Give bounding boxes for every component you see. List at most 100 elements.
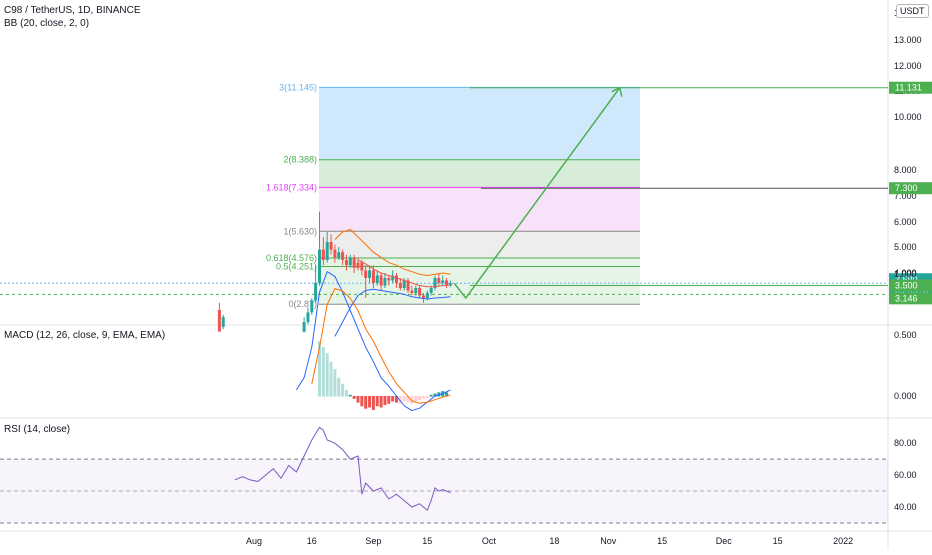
macd-histogram-bar [425, 396, 429, 398]
fib-zone [319, 231, 640, 259]
fib-level-label: 0.618(4.576) [266, 253, 317, 263]
macd-histogram-bar [348, 394, 352, 397]
macd-legend[interactable]: MACD (12, 26, close, 9, EMA, EMA) [4, 330, 166, 341]
fib-level-label: 2(8.388) [283, 155, 317, 165]
candle-body [448, 283, 452, 286]
fib-zone [319, 187, 640, 232]
macd-axis-tick: 0.500 [894, 330, 917, 340]
fib-level-label: 0(2.87) [288, 299, 317, 309]
signal-line [311, 287, 451, 404]
macd-histogram-bar [329, 361, 333, 397]
fib-level-label: 1(5.630) [283, 226, 317, 236]
macd-histogram-bar [383, 396, 387, 406]
macd-histogram-bar [402, 396, 406, 402]
candle-body [368, 270, 372, 278]
candle-body [314, 283, 318, 301]
arrow-head [611, 86, 623, 97]
price-tag [889, 292, 932, 305]
candle-body [441, 280, 445, 283]
candle-body [433, 278, 437, 288]
macd-axis-tick: 0.000 [894, 391, 917, 401]
rsi-line [234, 426, 451, 512]
time-axis-tick: 15 [657, 536, 667, 546]
price-tag-label: 3.500 [895, 281, 918, 291]
macd-histogram-bar [368, 396, 372, 408]
fib-level-label: 3(11.145) [279, 82, 317, 92]
candle-body [337, 252, 341, 258]
time-axis-tick: Dec [716, 536, 733, 546]
candle-body [329, 242, 333, 250]
candle-body [429, 288, 433, 293]
macd-histogram-bar [395, 396, 398, 403]
price-axis-tick: 7.000 [894, 191, 917, 201]
price-axis-tick: 8.000 [894, 165, 917, 175]
time-axis-tick: 18 [549, 536, 559, 546]
candle-body [402, 280, 406, 288]
macd-histogram-bar [418, 396, 422, 401]
bollinger-bands-legend[interactable]: BB (20, close, 2, 0) [4, 18, 90, 29]
candle-body [383, 278, 387, 286]
macd-histogram-bar [360, 396, 364, 407]
fib-level-label: 1.618(7.334) [266, 182, 317, 192]
candle-body [333, 249, 337, 258]
macd-histogram-bar [371, 396, 375, 410]
price-tag-label: 3.590 [895, 274, 918, 284]
candle-body [391, 275, 395, 281]
candle-body [348, 257, 352, 266]
currency-badge[interactable]: USDT [896, 4, 929, 18]
fib-zone [319, 87, 640, 160]
macd-histogram-bar [344, 389, 348, 397]
bollinger-upper-band [334, 228, 451, 277]
candle-body [325, 242, 329, 260]
candle-body [418, 288, 422, 296]
price-axis-tick: 10.000 [894, 112, 922, 122]
candle-body [344, 260, 348, 266]
candle-body [364, 270, 368, 278]
symbol-legend[interactable]: C98 / TetherUS, 1D, BINANCE [4, 5, 141, 16]
candle-body [360, 262, 364, 271]
macd-histogram-bar [325, 353, 329, 397]
candle-body [221, 317, 225, 327]
macd-histogram-bar [318, 341, 321, 397]
macd-histogram-bar [341, 383, 345, 397]
candle-body [352, 257, 356, 268]
time-axis-tick: 15 [422, 536, 432, 546]
price-axis-tick: 13.000 [894, 35, 922, 45]
candle-body [375, 275, 379, 283]
time-axis-tick: 2022 [833, 536, 853, 546]
price-axis-tick: 12.000 [894, 61, 922, 71]
price-axis-tick: 5.000 [894, 242, 917, 252]
macd-histogram-bar [379, 396, 383, 408]
macd-axis-tick: 1.000 [894, 269, 917, 279]
macd-histogram-bar [337, 377, 341, 397]
price-tag-label: 7.300 [895, 183, 918, 193]
price-axis-tick: 6.000 [894, 217, 917, 227]
candle-body [395, 275, 398, 283]
price-tag-label: 11.131 [895, 83, 922, 93]
candle-body [310, 300, 314, 313]
time-axis-tick: Oct [482, 536, 497, 546]
candle-body [341, 252, 345, 260]
candle-body [414, 288, 418, 293]
macd-histogram-bar [398, 396, 402, 404]
rsi-axis-tick: 40.00 [894, 502, 917, 512]
macd-histogram-bar [421, 396, 425, 399]
candle-body [387, 278, 391, 281]
macd-histogram-bar [356, 396, 360, 403]
price-tag-label: 3.146 [895, 293, 918, 303]
rsi-axis-tick: 80.00 [894, 438, 917, 448]
macd-histogram-bar [410, 396, 414, 404]
fib-zone [319, 159, 640, 188]
rsi-axis-tick: 60.00 [894, 470, 917, 480]
price-tag [889, 182, 932, 195]
price-axis-tick: 4.000 [894, 268, 917, 278]
candle-body [306, 312, 310, 322]
time-axis-tick: 15 [773, 536, 783, 546]
macd-histogram-bar [433, 393, 437, 397]
rsi-legend[interactable]: RSI (14, close) [4, 424, 71, 435]
bollinger-lower-band [334, 288, 451, 337]
candle-body [217, 310, 221, 332]
candle-body [421, 295, 425, 298]
